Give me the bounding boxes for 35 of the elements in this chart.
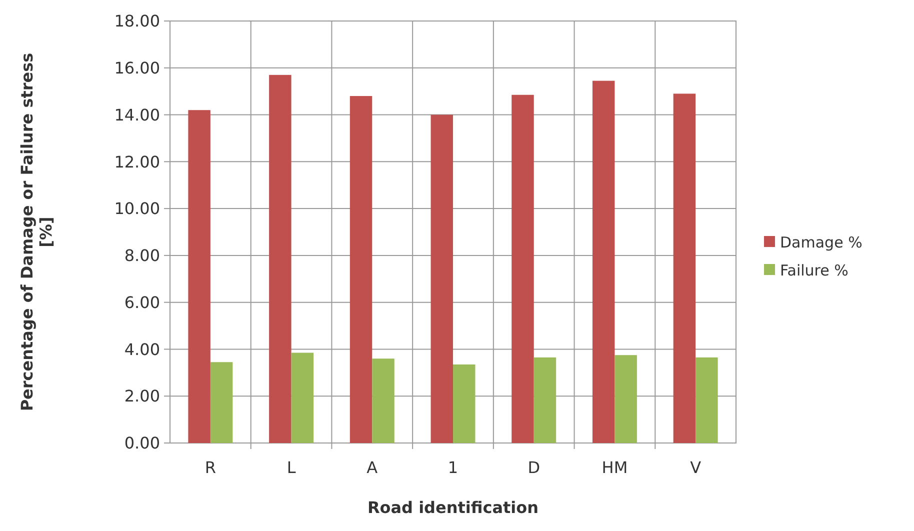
y-tick-label: 12.00 (114, 152, 160, 172)
legend-label: Damage % (780, 233, 862, 252)
legend-label: Failure % (780, 261, 848, 280)
y-tick-label: 18.00 (114, 12, 160, 31)
bar (269, 74, 292, 443)
bar (696, 357, 718, 443)
y-axis-title: Percentage of Damage or Failure stress [%] (17, 52, 56, 412)
bar (210, 362, 233, 443)
bar (291, 352, 314, 443)
bar (592, 80, 615, 443)
x-axis-title: Road identification (367, 498, 539, 517)
bar (188, 110, 210, 443)
bar (534, 357, 556, 443)
bar (372, 358, 394, 443)
bar (453, 364, 476, 443)
x-tick-label: V (690, 458, 702, 477)
x-tick-label: D (528, 458, 540, 477)
bar (350, 96, 372, 443)
bar (512, 94, 534, 443)
bar (673, 94, 696, 443)
y-tick-label: 10.00 (114, 199, 160, 218)
y-tick-label: 2.00 (124, 386, 160, 406)
bar (614, 355, 637, 443)
x-tick-label: 1 (448, 458, 458, 477)
bar (430, 114, 453, 443)
x-tick-label: A (366, 458, 378, 477)
x-tick-label: HM (602, 458, 628, 477)
y-tick-label: 8.00 (124, 246, 160, 266)
y-tick-label: 14.00 (114, 105, 160, 124)
y-tick-label: 16.00 (114, 58, 160, 78)
x-tick-label: R (204, 458, 216, 477)
y-tick-label: 0.00 (124, 434, 160, 453)
y-tick-label: 4.00 (124, 340, 160, 359)
y-tick-label: 6.00 (124, 292, 160, 312)
x-tick-label: L (286, 458, 296, 477)
